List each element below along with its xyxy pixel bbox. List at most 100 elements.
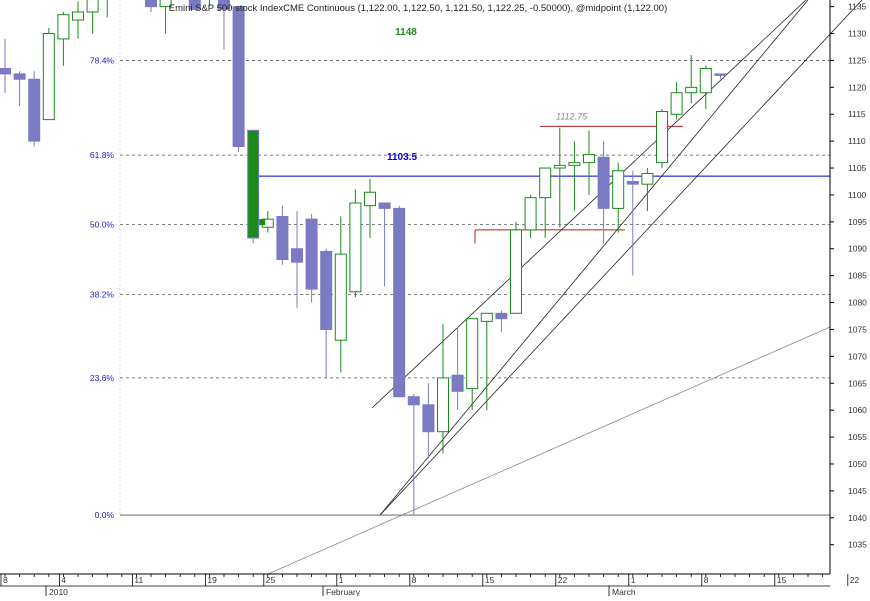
- candle-body: [159, 0, 172, 8]
- candle-body: [422, 404, 435, 433]
- candle-body: [276, 215, 289, 261]
- candle-body: [349, 202, 362, 293]
- chart-title: Emini S&P 500 stock IndexCME Continuous …: [169, 3, 668, 14]
- annotation-1148: 1148: [395, 27, 417, 38]
- trendline-fan: [267, 326, 831, 575]
- candle-marker: [259, 219, 266, 226]
- candle-body: [393, 207, 406, 398]
- candle-body: [13, 73, 26, 80]
- candle-body: [495, 312, 508, 320]
- y-tick-label: 1070: [848, 351, 867, 361]
- y-tick-label: 1065: [848, 378, 867, 388]
- trendline-channel-lower: [379, 0, 809, 516]
- candle-body: [656, 111, 668, 164]
- trendline-channel-upper-base: [379, 0, 863, 516]
- candle-body: [480, 312, 493, 322]
- annotation-1103-5: 1103.5: [387, 152, 417, 163]
- x-tick-label: 22: [850, 575, 860, 585]
- candle-body: [291, 248, 303, 263]
- y-tick-label: 1075: [848, 324, 867, 334]
- candle-body: [568, 162, 581, 166]
- candle-body: [378, 202, 391, 209]
- fib-label: 61.8%: [90, 150, 115, 160]
- y-tick-label: 1035: [848, 540, 867, 550]
- fib-label: 0.0%: [95, 510, 115, 520]
- candle-body: [247, 129, 260, 239]
- y-tick-label: 1100: [848, 190, 867, 200]
- candle-body: [685, 86, 698, 94]
- candle-body: [188, 0, 201, 10]
- candle-body: [699, 67, 712, 94]
- y-tick-label: 1130: [848, 29, 867, 39]
- candle-body: [407, 396, 420, 406]
- x-tick-label: 8: [3, 575, 8, 585]
- candle-body: [670, 92, 683, 115]
- candle-body: [626, 180, 639, 185]
- candle-body: [145, 0, 157, 8]
- x-tick-label: 8: [412, 575, 417, 585]
- candles-layer: [0, 0, 727, 516]
- candle-body: [583, 154, 595, 164]
- candle-body: [86, 0, 99, 13]
- y-tick-label: 1045: [848, 486, 867, 496]
- y-tick-label: 1105: [848, 163, 867, 173]
- y-tick-label: 1115: [848, 109, 866, 119]
- candle-body: [641, 172, 654, 185]
- candle-body: [597, 156, 610, 209]
- y-tick-label: 1050: [848, 459, 867, 469]
- candle-body: [305, 218, 318, 290]
- candle-body: [510, 229, 522, 314]
- y-tick-label: 1095: [848, 217, 867, 227]
- x-tick-label: 1: [631, 575, 636, 585]
- candle-body: [232, 6, 245, 148]
- y-tick-label: 1040: [848, 513, 867, 523]
- candle-body: [0, 67, 11, 75]
- y-tick-label: 1110: [848, 136, 866, 146]
- annotation-layer: 1148 1103.5 1112.75: [387, 27, 588, 163]
- candle-body: [524, 197, 537, 231]
- candle-body: [42, 33, 55, 121]
- candle-body: [714, 73, 727, 76]
- candle-body: [320, 250, 333, 330]
- candle-body: [218, 0, 230, 10]
- x-axis: 8 4 11 19 25 1 8 15 22 1 8 15 22 2010 February March: [0, 573, 860, 597]
- x-tick-label: 22: [558, 575, 568, 585]
- y-tick-label: 1135: [848, 2, 867, 12]
- candle-body: [28, 78, 41, 142]
- candle-body: [72, 11, 84, 21]
- candle-body: [553, 164, 566, 169]
- candle-body: [364, 191, 376, 207]
- x-tick-label: 8: [704, 575, 709, 585]
- annotation-1112-75: 1112.75: [556, 111, 588, 121]
- fib-label: 78.4%: [90, 55, 115, 65]
- x-tick-label: 19: [207, 575, 217, 585]
- x-tick-label: 11: [134, 575, 143, 585]
- y-tick-label: 1090: [848, 244, 867, 254]
- y-tick-label: 1080: [848, 298, 867, 308]
- fib-label: 50.0%: [90, 220, 115, 230]
- trendline-layer: [249, 0, 863, 575]
- y-tick-label: 1060: [848, 405, 867, 415]
- candle-body: [451, 374, 464, 392]
- candle-body: [334, 253, 347, 341]
- y-tick-label: 1125: [848, 55, 867, 65]
- candle-body: [466, 318, 479, 390]
- y-tick-label: 1085: [848, 271, 867, 281]
- candle-body: [57, 14, 70, 40]
- fib-label: 38.2%: [90, 289, 115, 299]
- y-tick-label: 1120: [848, 82, 867, 92]
- x-tick-label: 25: [266, 575, 276, 585]
- x-tick-label: 4: [61, 575, 66, 585]
- trendline-channel-upper: [371, 0, 807, 409]
- fib-layer: 100.0%78.4%61.8%50.0%38.2%23.6%0.0%: [90, 0, 830, 520]
- x-tick-label: 1: [339, 575, 344, 585]
- candle-body: [612, 170, 625, 209]
- fib-label: 23.6%: [90, 373, 115, 383]
- x-tick-label: 15: [777, 575, 787, 585]
- x-period-label: March: [612, 587, 636, 596]
- candle-body: [437, 377, 449, 433]
- y-tick-label: 1055: [848, 432, 867, 442]
